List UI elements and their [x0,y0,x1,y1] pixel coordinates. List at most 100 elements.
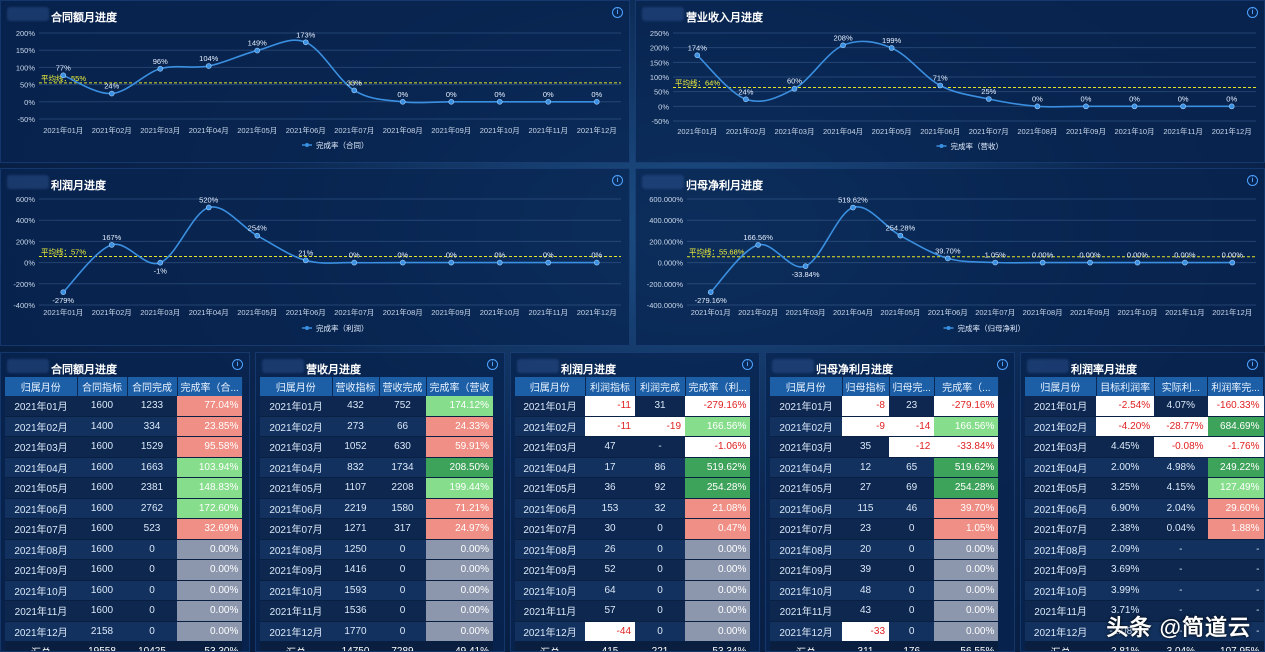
column-header[interactable]: 利润指标 [585,377,636,396]
table-cell: 3.71% [1096,600,1155,622]
data-point [399,259,406,266]
table-cell: 0 [635,518,685,540]
table-cell: 0.00% [426,600,493,622]
table-title: 归母净利月进度 [816,364,893,376]
table-cell: 2021年03月 [260,436,332,458]
column-header[interactable]: 归属月份 [260,377,333,396]
table-row: 2021年06月 153 32 21.08% [515,498,751,519]
column-header[interactable]: 实际利... [1154,377,1209,396]
info-icon[interactable]: i [612,7,623,18]
data-point [545,99,552,105]
chart-title: 利润月进度 [51,180,106,192]
data-label: 0.00% [1079,251,1101,260]
table-row: 2021年07月 2.38% 0.04% 1.88% [1025,518,1264,540]
column-header[interactable]: 营收指标 [332,377,380,396]
info-icon[interactable]: i [1247,359,1258,370]
table-cell: 47 [585,436,635,458]
table-row: 2021年08月 2.09% - - [1025,539,1264,560]
table-cell: 0 [127,539,177,560]
y-tick-label: 200% [16,29,36,38]
info-icon[interactable]: i [1247,7,1258,18]
info-icon[interactable]: i [612,175,623,186]
column-header[interactable]: 利润完成 [635,377,686,396]
table-cell: 65 [889,457,935,478]
x-tick-label: 2021年01月 [677,126,717,136]
table-cell: 95.58% [177,436,243,458]
table-cell: 2021年09月 [260,559,332,581]
column-header[interactable]: 归属月份 [5,377,78,396]
chart-title: 合同额月进度 [51,12,117,24]
summary-cell: 2.81% [1096,641,1155,651]
y-tick-label: -50% [651,117,669,126]
table-cell: 0 [889,621,935,642]
table-cell: -11 [585,396,635,417]
info-icon[interactable]: i [487,359,498,370]
data-label: 199% [882,36,902,45]
table-cell: 2021年09月 [1025,559,1097,581]
table-cell: 2021年10月 [1025,580,1097,601]
table-cell: 0 [889,559,935,581]
table-cell: 2021年12月 [260,621,332,642]
table-cell: -28.77% [1154,416,1208,437]
info-icon[interactable]: i [1247,175,1258,186]
info-icon[interactable]: i [232,359,243,370]
column-header[interactable]: 完成率（利... [685,377,751,396]
table-cell: 39 [842,559,889,581]
x-tick-label: 2021年07月 [334,307,374,317]
table-row: 2021年04月 17 86 519.62% [515,457,751,478]
table-row: 2021年02月 -11 -19 166.56% [515,416,751,437]
table-cell: 2021年11月 [770,600,842,622]
table-cell: 254.28% [685,477,751,499]
data-point [985,96,992,102]
column-header[interactable]: 合同完成 [127,377,178,396]
table-cell: 2021年07月 [515,518,585,540]
table-row: 2021年12月 2158 0 0.00% [5,621,243,642]
table-cell: 174.12% [426,396,493,417]
column-header[interactable]: 归属月份 [515,377,586,396]
info-icon[interactable]: i [742,359,753,370]
average-line-label: 平均线：57% [41,247,86,257]
table-cell: 0 [635,580,685,601]
table-cell: 2.38% [1096,518,1155,540]
column-header[interactable]: 利润率完... [1207,377,1264,396]
summary-cell: 汇总 [5,641,77,651]
x-tick-label: 2021年02月 [92,125,132,135]
table-cell: 0.00% [177,539,243,560]
column-header[interactable]: 目标利润率 [1096,377,1155,396]
data-label: 254.28% [886,224,916,233]
table-row: 2021年01月 -11 31 -279.16% [515,396,751,417]
legend-label: 完成率（合同） [316,140,369,150]
column-header[interactable]: 归属月份 [1025,377,1097,396]
series-line [62,39,597,104]
table-row: 2021年12月 -33 0 0.00% [770,621,999,642]
column-header[interactable]: 归母指标 [842,377,890,396]
x-tick-label: 2021年04月 [823,126,863,136]
table-cell: 2021年12月 [1025,621,1097,642]
column-header[interactable]: 完成率（合... [177,377,243,396]
x-tick-label: 2021年10月 [1117,307,1157,317]
table-cell: 2021年10月 [260,580,332,601]
table-cell: -12 [889,436,935,458]
y-tick-label: -200% [13,280,35,289]
table-panel-revenue: 营收月进度 i 归属月份 营收指标 营收完成 完成率（营收 2021年01月 432 752… [255,352,505,652]
data-label: 174% [688,43,708,52]
data-point [1228,103,1235,110]
data-point [448,99,455,105]
table-cell: 23.85% [177,416,243,437]
column-header[interactable]: 营收完成 [379,377,427,396]
x-tick-label: 2021年06月 [928,307,968,317]
info-icon[interactable]: i [997,359,1008,370]
column-header[interactable]: 完成率（... [934,377,999,396]
table-row: 2021年05月 3.25% 4.15% 127.49% [1025,477,1264,499]
table-row: 2021年06月 1600 2762 172.60% [5,498,243,519]
table-cell: 2021年09月 [770,559,842,581]
x-tick-label: 2021年06月 [286,125,326,135]
table-row: 2021年02月 -9 -14 166.56% [770,416,999,437]
column-header[interactable]: 归属月份 [770,377,843,396]
table-cell: 0 [635,600,685,622]
column-header[interactable]: 完成率（营收 [426,377,494,396]
x-tick-label: 2021年04月 [189,125,229,135]
column-header[interactable]: 合同指标 [77,377,128,396]
column-header[interactable]: 归母完... [889,377,935,396]
revenue-progress-chart: 250% 200% 150% 100% 50% 0% -50% 2021年01月 2021年02… [650,29,1256,151]
